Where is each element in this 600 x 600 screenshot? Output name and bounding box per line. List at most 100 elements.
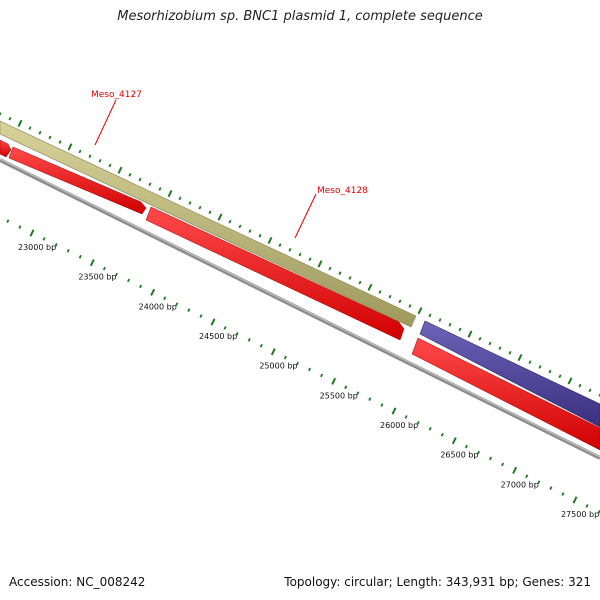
outer-minor-tick — [358, 280, 362, 285]
inner-minor-tick — [66, 248, 70, 253]
outer-minor-tick — [428, 313, 432, 318]
inner-minor-tick — [163, 296, 167, 301]
outer-minor-tick — [558, 374, 562, 379]
outer-minor-tick — [208, 210, 212, 215]
outer-major-tick — [217, 213, 223, 221]
cds-red-feature-4[interactable] — [411, 337, 600, 451]
outer-minor-tick — [588, 388, 592, 393]
outer-minor-tick — [548, 369, 552, 374]
cds-red-feature-2[interactable] — [8, 146, 147, 215]
outer-minor-tick — [378, 290, 382, 294]
outer-minor-tick — [578, 383, 582, 388]
outer-minor-tick — [338, 271, 342, 276]
outer-minor-tick — [128, 173, 132, 177]
inner-minor-tick — [585, 504, 589, 508]
outer-minor-tick — [188, 201, 192, 205]
inner-minor-tick — [54, 243, 58, 247]
outer-minor-tick — [398, 299, 402, 304]
inner-minor-tick — [356, 391, 360, 396]
outer-minor-tick — [478, 336, 482, 341]
outer-minor-tick — [228, 219, 232, 224]
tick-label-26000: 26000 bp — [380, 421, 418, 430]
inner-major-tick — [89, 259, 95, 267]
inner-minor-tick — [259, 343, 263, 348]
gene-labels: Meso_4127 Meso_4128 — [91, 90, 368, 239]
outer-minor-tick — [448, 322, 452, 327]
inner-minor-tick — [380, 403, 384, 407]
cds-purple-feature[interactable] — [419, 320, 600, 428]
gene-label-meso-4128[interactable]: Meso_4128 — [317, 186, 368, 196]
inner-minor-tick — [525, 474, 529, 479]
inner-minor-tick — [199, 314, 203, 318]
outer-minor-tick — [8, 116, 12, 121]
inner-minor-tick — [308, 367, 312, 372]
inner-minor-tick — [295, 361, 299, 366]
inner-major-tick — [391, 407, 397, 415]
cds-olive-feature[interactable] — [0, 120, 417, 328]
inner-minor-tick — [139, 284, 143, 289]
gene-label-meso-4127[interactable]: Meso_4127 — [91, 90, 142, 100]
tick-label-24500: 24500 bp — [199, 332, 237, 341]
inner-minor-tick — [404, 415, 408, 419]
tick-labels: 23000 bp 23500 bp 24000 bp 24500 bp 25000 bp… — [18, 243, 599, 519]
inner-major-tick — [512, 466, 518, 474]
outer-major-tick — [267, 236, 273, 245]
outer-minor-tick — [348, 276, 352, 280]
inner-minor-tick — [283, 355, 287, 360]
sequence-backbone — [0, 158, 600, 460]
inner-minor-tick — [464, 444, 468, 449]
inner-tick-ruler — [6, 219, 600, 514]
inner-minor-tick — [489, 456, 493, 461]
inner-minor-tick — [114, 272, 118, 277]
outer-minor-tick — [438, 318, 442, 322]
inner-minor-tick — [102, 266, 106, 271]
outer-major-tick — [117, 166, 123, 174]
outer-minor-tick — [298, 252, 302, 257]
inner-minor-tick — [344, 385, 348, 390]
outer-minor-tick — [528, 360, 532, 365]
accession-text: Accession: NC_008242 — [9, 575, 146, 589]
outer-minor-tick — [58, 140, 62, 144]
cds-red-feature-1[interactable] — [0, 139, 12, 158]
inner-minor-tick — [223, 326, 227, 330]
inner-minor-tick — [6, 219, 10, 223]
topology-summary-text: Topology: circular; Length: 343,931 bp; … — [284, 575, 591, 589]
inner-minor-tick — [247, 337, 251, 342]
inner-minor-tick — [127, 278, 131, 283]
inner-minor-tick — [537, 480, 541, 485]
outer-minor-tick — [88, 154, 92, 158]
cds-red-feature-3[interactable] — [145, 206, 405, 341]
outer-minor-tick — [498, 346, 502, 350]
outer-minor-tick — [508, 351, 512, 355]
inner-minor-tick — [235, 332, 239, 336]
sequence-backbone-highlight — [0, 158, 600, 458]
outer-minor-tick — [258, 233, 262, 238]
inner-minor-tick — [187, 308, 191, 312]
inner-major-tick — [270, 348, 276, 356]
inner-major-tick — [29, 229, 35, 237]
inner-minor-tick — [320, 373, 324, 378]
tick-label-23500: 23500 bp — [78, 273, 116, 282]
inner-minor-tick — [549, 486, 553, 490]
tick-label-27000: 27000 bp — [501, 480, 539, 489]
outer-minor-tick — [148, 182, 152, 187]
outer-minor-tick — [108, 163, 112, 168]
inner-major-tick — [210, 318, 216, 326]
outer-major-tick — [167, 190, 173, 198]
outer-major-tick — [317, 260, 323, 268]
outer-minor-tick — [238, 224, 242, 229]
outer-major-tick — [567, 377, 573, 385]
inner-minor-tick — [42, 237, 46, 241]
tick-label-27500: 27500 bp — [561, 510, 599, 519]
outer-minor-tick — [138, 177, 142, 182]
map-title: Mesorhizobium sp. BNC1 plasmid 1, comple… — [117, 9, 483, 24]
inner-minor-tick — [368, 397, 372, 401]
inner-minor-tick — [18, 225, 22, 229]
outer-major-tick — [417, 307, 423, 315]
inner-major-tick — [331, 377, 337, 385]
outer-minor-tick — [288, 247, 292, 252]
outer-minor-tick — [308, 257, 312, 262]
inner-minor-tick — [561, 492, 565, 496]
inner-minor-tick — [440, 432, 444, 437]
outer-major-tick — [17, 119, 23, 127]
